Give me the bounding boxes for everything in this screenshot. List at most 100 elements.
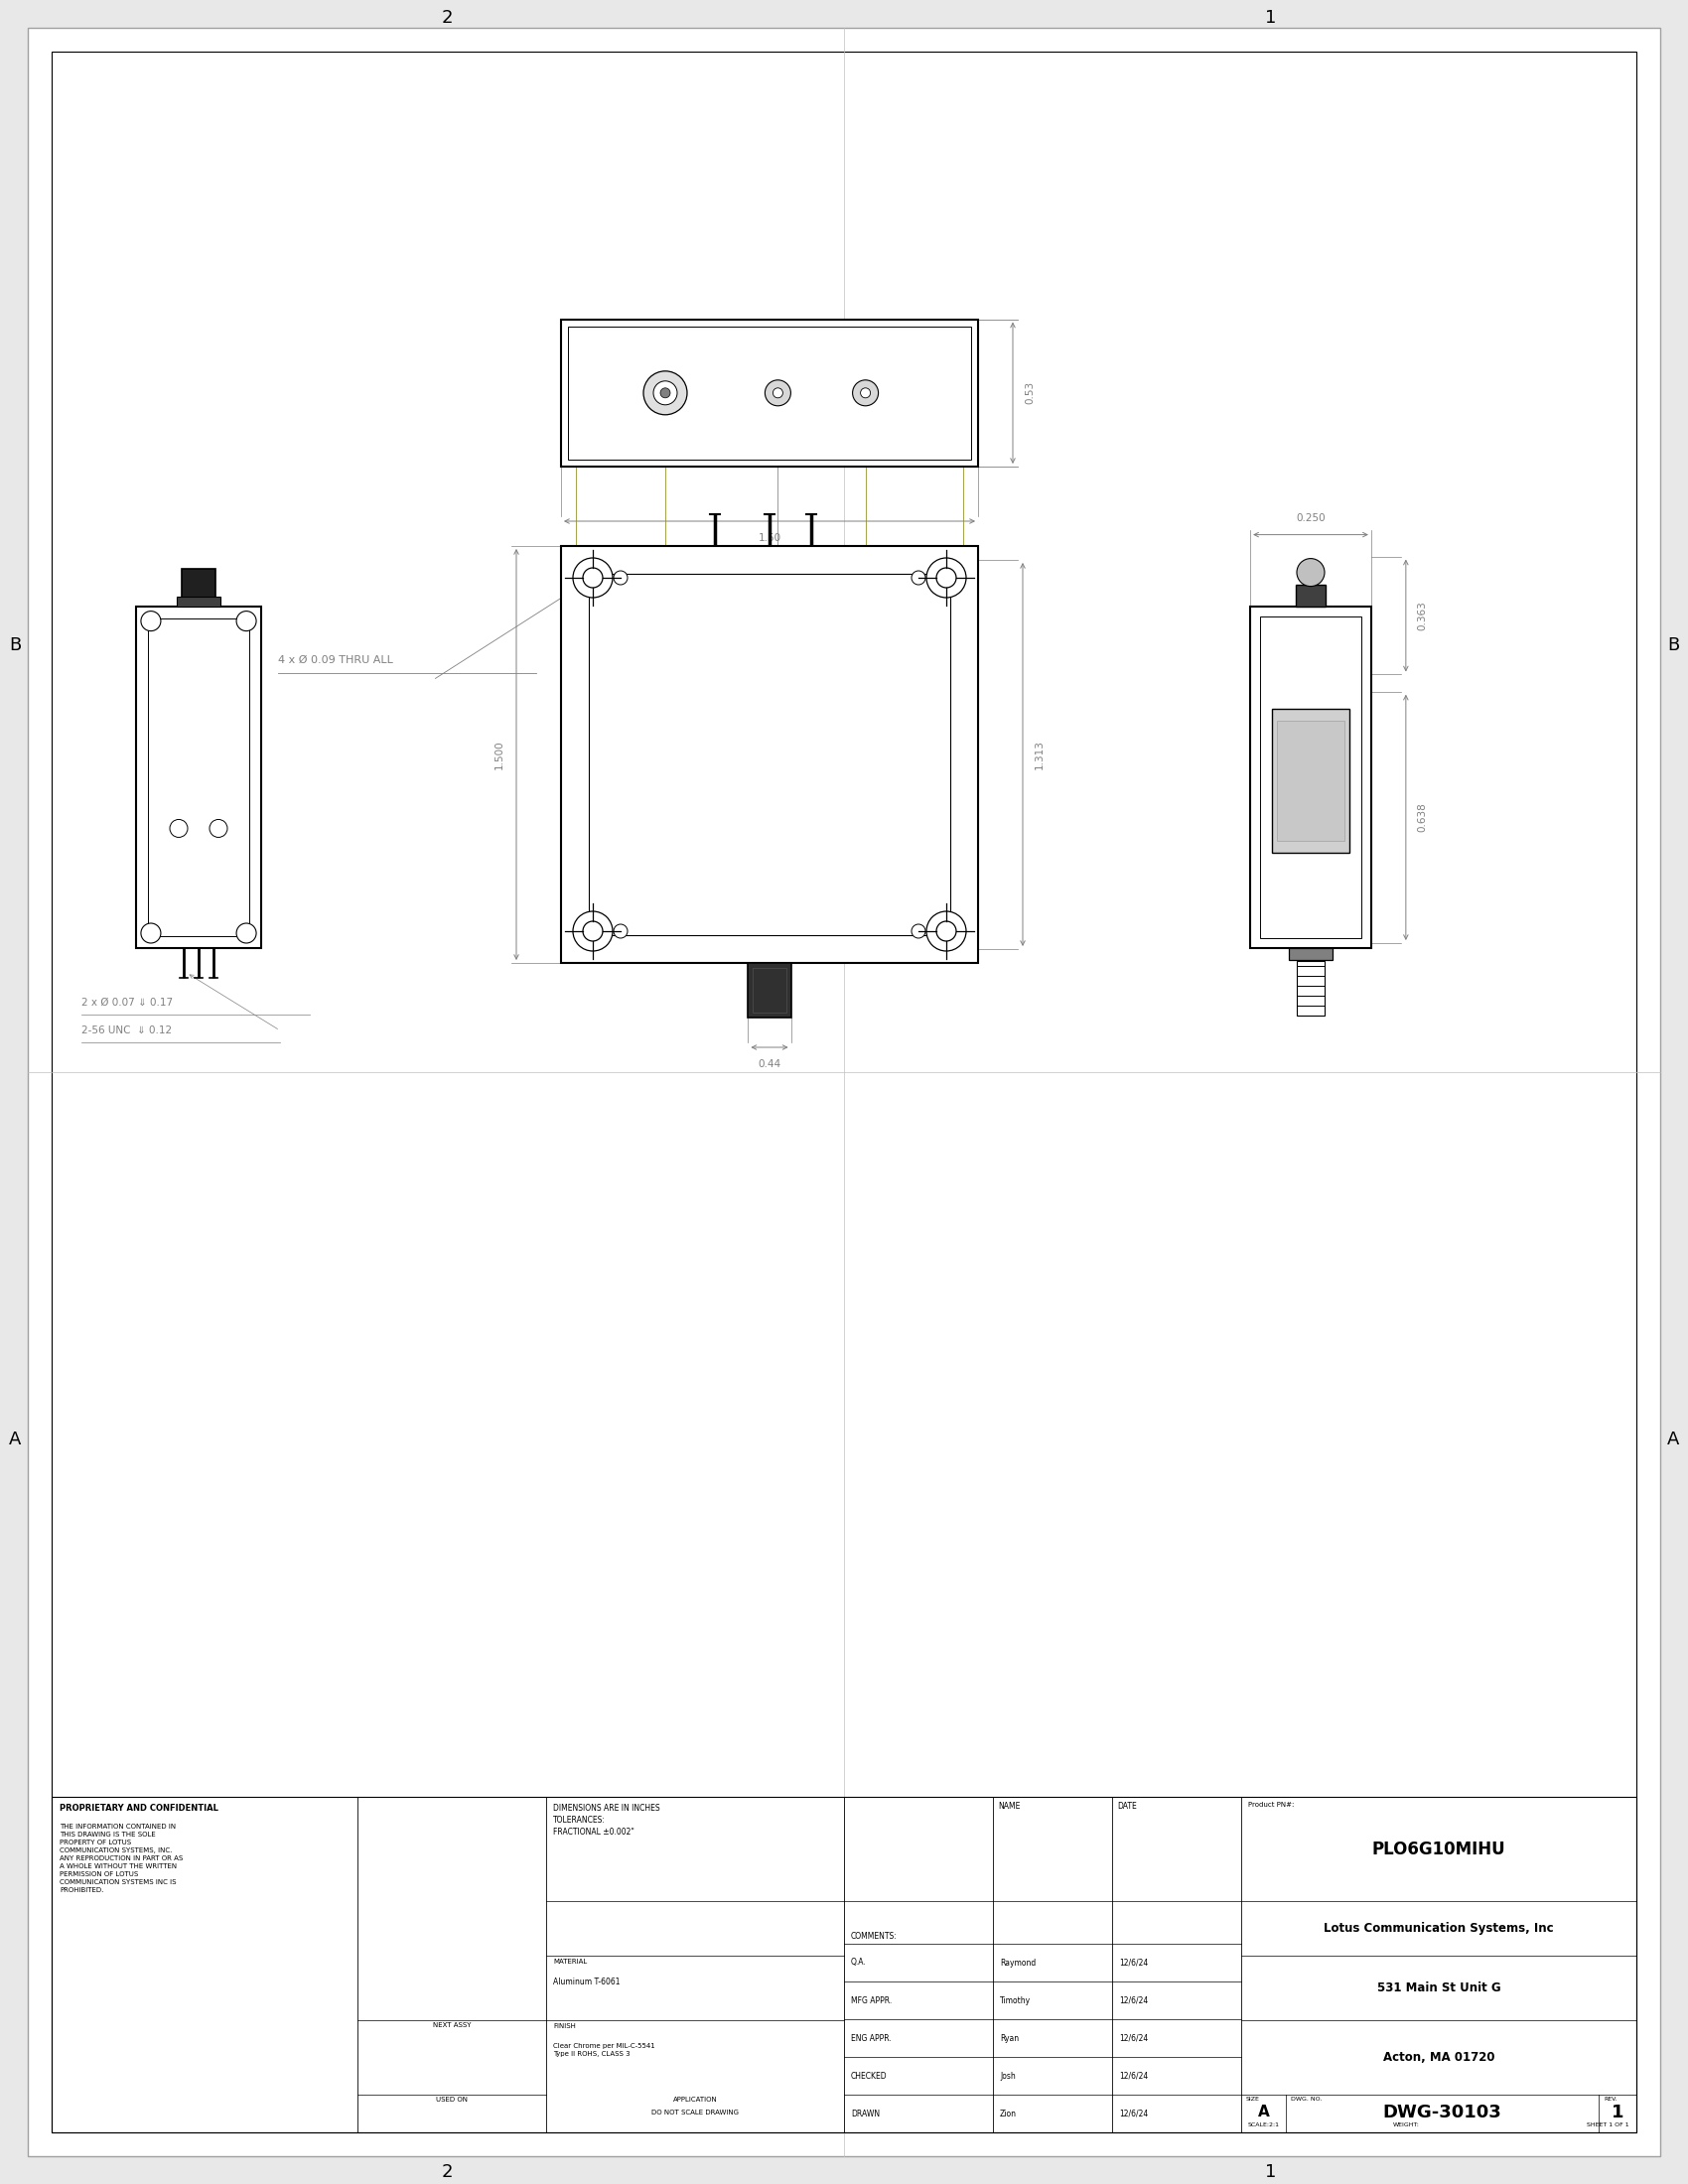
Circle shape xyxy=(852,380,878,406)
Text: DO NOT SCALE DRAWING: DO NOT SCALE DRAWING xyxy=(652,2110,739,2116)
Circle shape xyxy=(209,819,228,836)
Text: 12/6/24: 12/6/24 xyxy=(1119,1996,1148,2005)
Text: APPLICATION: APPLICATION xyxy=(674,2097,717,2103)
Text: Ryan: Ryan xyxy=(999,2033,1020,2042)
Text: 0.638: 0.638 xyxy=(1418,802,1428,832)
Text: 1: 1 xyxy=(1612,2103,1624,2121)
Circle shape xyxy=(660,389,670,397)
Circle shape xyxy=(927,557,966,598)
Text: A: A xyxy=(8,1431,20,1448)
Text: SHEET 1 OF 1: SHEET 1 OF 1 xyxy=(1587,2123,1629,2127)
Text: 0.95: 0.95 xyxy=(758,598,782,607)
Text: NAME: NAME xyxy=(998,1802,1020,1811)
Text: Clear Chrome per MIL-C-5541
Type II ROHS, CLASS 3: Clear Chrome per MIL-C-5541 Type II ROHS… xyxy=(554,2042,655,2057)
Text: DATE: DATE xyxy=(1117,1802,1136,1811)
Circle shape xyxy=(937,922,955,941)
Circle shape xyxy=(236,612,257,631)
Text: SIZE: SIZE xyxy=(1246,2097,1259,2101)
Text: 2 x Ø 0.07 ⇓ 0.17: 2 x Ø 0.07 ⇓ 0.17 xyxy=(81,998,172,1007)
Circle shape xyxy=(572,911,613,950)
Circle shape xyxy=(582,568,603,587)
Text: 1: 1 xyxy=(1266,9,1276,26)
Text: COMMENTS:: COMMENTS: xyxy=(851,1933,898,1942)
Circle shape xyxy=(140,924,160,943)
Circle shape xyxy=(927,911,966,950)
Text: Timothy: Timothy xyxy=(999,1996,1031,2005)
Polygon shape xyxy=(748,963,792,1018)
Text: B: B xyxy=(8,636,20,655)
Circle shape xyxy=(912,924,925,939)
Polygon shape xyxy=(1290,948,1332,961)
Text: 0.53: 0.53 xyxy=(1025,382,1035,404)
Text: 2-56 UNC  ⇓ 0.12: 2-56 UNC ⇓ 0.12 xyxy=(81,1026,172,1035)
Polygon shape xyxy=(1296,585,1325,607)
Text: 12/6/24: 12/6/24 xyxy=(1119,2070,1148,2079)
Text: PROPRIETARY AND CONFIDENTIAL: PROPRIETARY AND CONFIDENTIAL xyxy=(59,1804,218,1813)
Text: DIMENSIONS ARE IN INCHES
TOLERANCES:
FRACTIONAL ±0.002": DIMENSIONS ARE IN INCHES TOLERANCES: FRA… xyxy=(554,1804,660,1837)
Circle shape xyxy=(582,922,603,941)
Polygon shape xyxy=(1251,607,1371,948)
Circle shape xyxy=(572,557,613,598)
Polygon shape xyxy=(176,596,221,607)
Text: NEXT ASSY: NEXT ASSY xyxy=(432,2022,471,2029)
Text: 0.44: 0.44 xyxy=(758,1059,782,1070)
Text: MFG APPR.: MFG APPR. xyxy=(851,1996,891,2005)
Polygon shape xyxy=(181,568,216,607)
Text: A: A xyxy=(1258,2105,1269,2121)
Polygon shape xyxy=(560,546,977,963)
Text: 531 Main St Unit G: 531 Main St Unit G xyxy=(1377,1981,1501,1994)
Text: 0.250: 0.250 xyxy=(1296,513,1325,522)
Text: Aluminum T-6061: Aluminum T-6061 xyxy=(554,1977,619,1987)
Circle shape xyxy=(643,371,687,415)
Circle shape xyxy=(140,612,160,631)
Text: Lotus Communication Systems, Inc: Lotus Communication Systems, Inc xyxy=(1323,1922,1553,1935)
Circle shape xyxy=(170,819,187,836)
Polygon shape xyxy=(753,968,787,1013)
Text: CHECKED: CHECKED xyxy=(851,2070,888,2079)
Text: B: B xyxy=(1668,636,1680,655)
Circle shape xyxy=(937,568,955,587)
Text: REV.: REV. xyxy=(1604,2097,1617,2101)
Text: SCALE:2:1: SCALE:2:1 xyxy=(1247,2123,1280,2127)
Circle shape xyxy=(653,380,677,404)
Text: USED ON: USED ON xyxy=(436,2097,468,2103)
Text: 12/6/24: 12/6/24 xyxy=(1119,2110,1148,2118)
Text: 0.75: 0.75 xyxy=(755,572,776,583)
Text: 4 x Ø 0.09 THRU ALL: 4 x Ø 0.09 THRU ALL xyxy=(279,655,393,666)
Circle shape xyxy=(765,380,790,406)
Text: 12/6/24: 12/6/24 xyxy=(1119,1959,1148,1968)
Text: 1.500: 1.500 xyxy=(495,740,505,769)
Circle shape xyxy=(861,389,871,397)
Text: PLO6G10MIHU: PLO6G10MIHU xyxy=(1372,1839,1506,1859)
Text: ENG APPR.: ENG APPR. xyxy=(851,2033,891,2042)
Text: FINISH: FINISH xyxy=(554,2022,576,2029)
Text: 2: 2 xyxy=(441,2162,452,2182)
Polygon shape xyxy=(27,28,1661,2156)
Circle shape xyxy=(236,924,257,943)
Text: DWG. NO.: DWG. NO. xyxy=(1291,2097,1322,2101)
Text: A: A xyxy=(1668,1431,1680,1448)
Text: 1.50: 1.50 xyxy=(758,533,782,544)
Text: Acton, MA 01720: Acton, MA 01720 xyxy=(1382,2051,1494,2064)
Polygon shape xyxy=(137,607,262,948)
Text: DRAWN: DRAWN xyxy=(851,2110,879,2118)
Text: Josh: Josh xyxy=(999,2070,1016,2079)
Text: 12/6/24: 12/6/24 xyxy=(1119,2033,1148,2042)
Circle shape xyxy=(912,570,925,585)
Text: 2: 2 xyxy=(441,9,452,26)
Circle shape xyxy=(614,924,628,939)
Text: Zion: Zion xyxy=(999,2110,1016,2118)
Circle shape xyxy=(614,570,628,585)
Text: 0.363: 0.363 xyxy=(1418,601,1428,631)
Polygon shape xyxy=(1273,710,1349,852)
Text: WEIGHT:: WEIGHT: xyxy=(1393,2123,1420,2127)
Text: Q.A.: Q.A. xyxy=(851,1959,866,1968)
Text: DWG-30103: DWG-30103 xyxy=(1382,2103,1502,2121)
Text: Product PN#:: Product PN#: xyxy=(1247,1802,1295,1808)
Text: Raymond: Raymond xyxy=(999,1959,1036,1968)
Polygon shape xyxy=(560,319,977,467)
Text: 1.313: 1.313 xyxy=(1035,740,1045,769)
Text: THE INFORMATION CONTAINED IN
THIS DRAWING IS THE SOLE
PROPERTY OF LOTUS
COMMUNIC: THE INFORMATION CONTAINED IN THIS DRAWIN… xyxy=(59,1824,182,1894)
Text: MATERIAL: MATERIAL xyxy=(554,1959,587,1966)
Circle shape xyxy=(1296,559,1325,585)
